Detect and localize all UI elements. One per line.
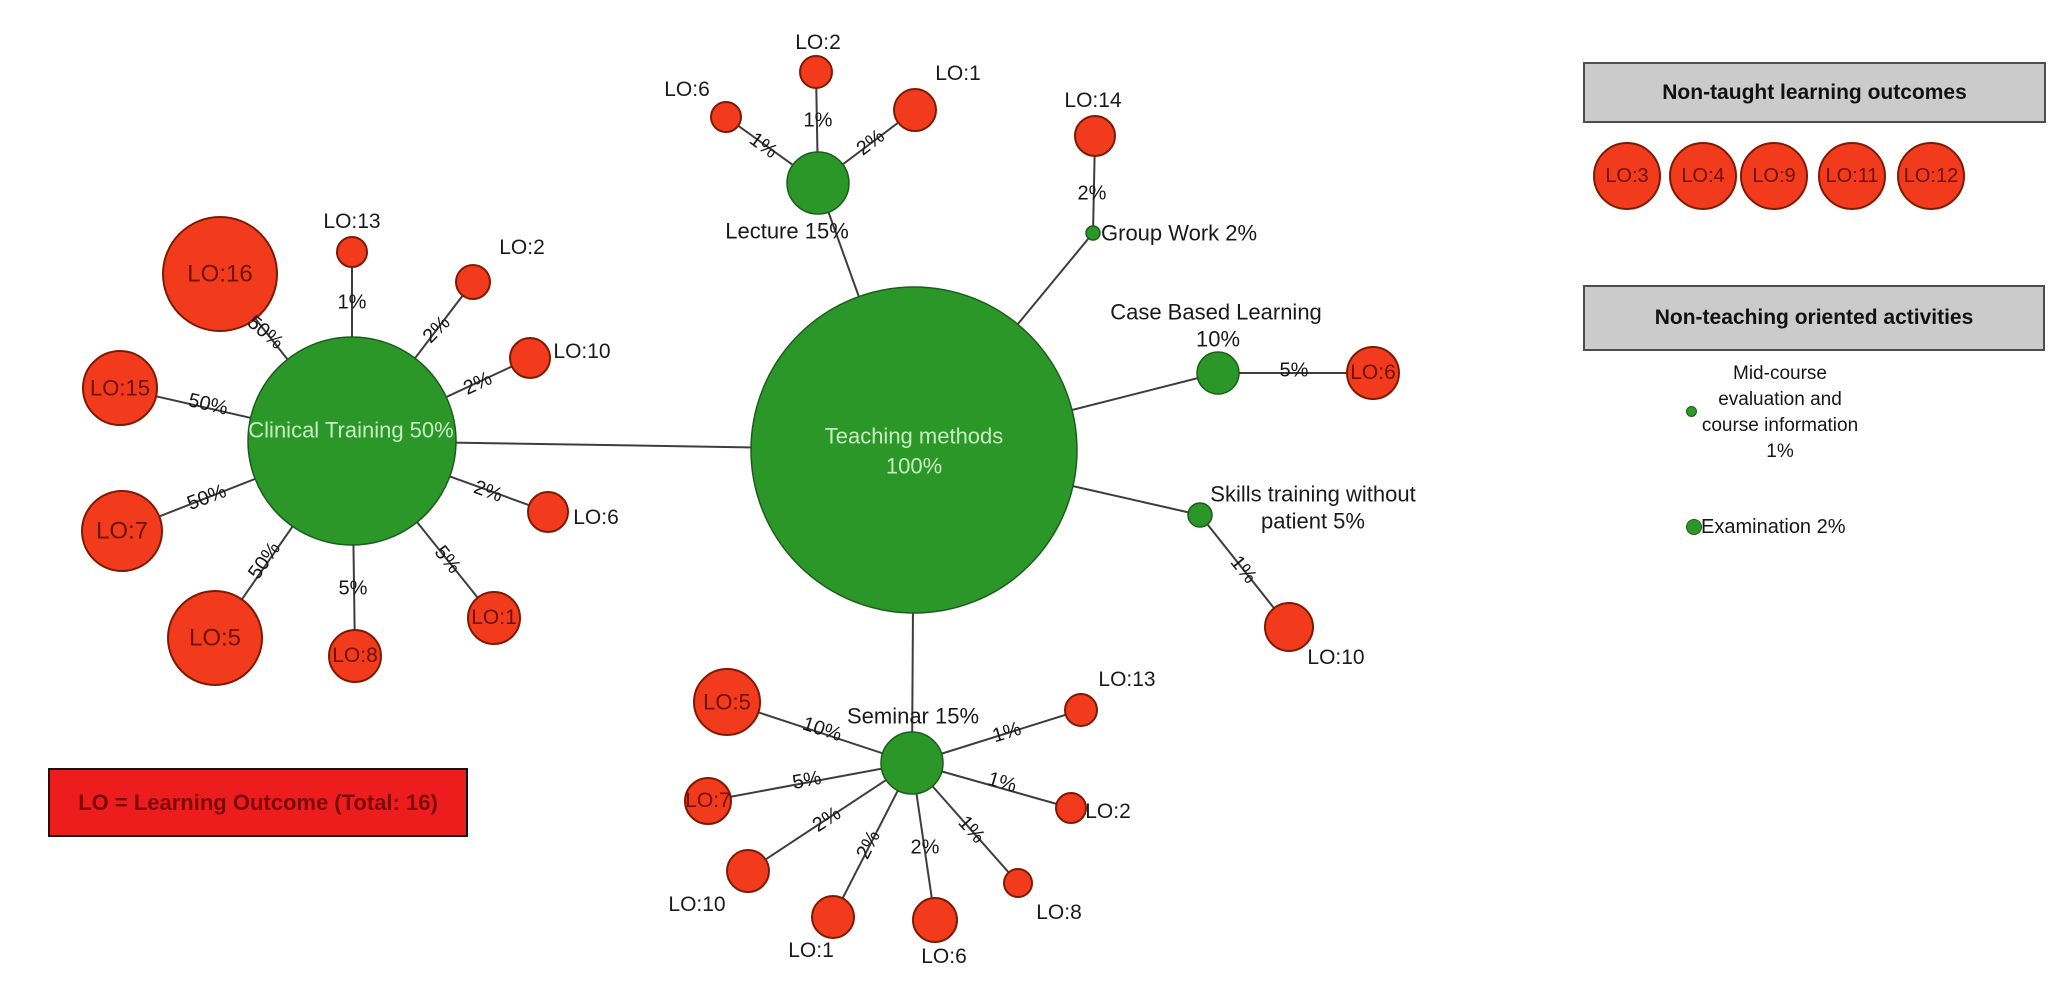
node-l2-circle bbox=[799, 55, 833, 89]
legend-circle-lo9: LO:9 bbox=[1740, 142, 1808, 210]
midcourse-evaluation-item: Mid-course evaluation and course informa… bbox=[1660, 361, 1900, 465]
node-c6-label: LO:6 bbox=[573, 505, 619, 529]
node-clinical-label: Clinical Training 50% bbox=[248, 417, 454, 443]
node-m10-circle bbox=[726, 849, 770, 893]
node-m8-label: LO:8 bbox=[1036, 900, 1082, 924]
legend-lo4-label: LO:4 bbox=[1681, 164, 1725, 187]
node-g14-circle bbox=[1074, 115, 1116, 157]
node-skills-label: Skills training without bbox=[1210, 481, 1416, 507]
legend-circle-lo3: LO:3 bbox=[1593, 142, 1661, 210]
node-lecture-circle bbox=[786, 151, 850, 215]
node-groupwork-label: Group Work 2% bbox=[1101, 220, 1258, 246]
node-g14-label: LO:14 bbox=[1064, 88, 1122, 112]
node-c8-circle bbox=[328, 629, 382, 683]
legend-non-teaching-title: Non-teaching oriented activities bbox=[1654, 306, 1974, 329]
edge-seminar-m7 bbox=[707, 762, 913, 802]
lo-note-text: LO = Learning Outcome (Total: 16) bbox=[78, 789, 438, 815]
node-c7-label: LO:7 bbox=[95, 517, 149, 545]
node-c10-label: LO:10 bbox=[553, 339, 611, 363]
node-s10-circle bbox=[1264, 602, 1314, 652]
node-m5-circle bbox=[693, 668, 761, 736]
legend-non-teaching-box: Non-teaching oriented activities bbox=[1583, 285, 2045, 351]
edge-label-clinical-c8: 5% bbox=[338, 577, 368, 600]
node-m10-label: LO:10 bbox=[668, 892, 726, 916]
node-m1-label: LO:1 bbox=[788, 938, 834, 962]
node-l6-label: LO:6 bbox=[664, 77, 710, 101]
legend-lo9-label: LO:9 bbox=[1752, 164, 1796, 187]
node-cb6-label: LO:6 bbox=[1350, 360, 1396, 384]
node-c8-label: LO:8 bbox=[332, 643, 378, 667]
node-skills-label-2: patient 5% bbox=[1261, 508, 1365, 534]
edge-seminar-m10 bbox=[747, 762, 913, 872]
node-c13-label: LO:13 bbox=[323, 209, 381, 233]
node-lecture-label: Lecture 15% bbox=[725, 218, 849, 244]
node-m13-label: LO:13 bbox=[1098, 667, 1156, 691]
node-cbl-label: Case Based Learning bbox=[1110, 299, 1322, 325]
node-c6-circle bbox=[527, 491, 569, 533]
node-c1-label: LO:1 bbox=[471, 605, 517, 629]
node-m5-label: LO:5 bbox=[703, 689, 751, 715]
node-m6-label: LO:6 bbox=[921, 944, 967, 968]
node-c7-circle bbox=[81, 490, 163, 572]
node-m7-circle bbox=[684, 777, 732, 825]
node-c15-label: LO:15 bbox=[90, 375, 150, 401]
node-c2-circle bbox=[455, 264, 491, 300]
node-l1-circle bbox=[893, 88, 937, 132]
node-s10-label: LO:10 bbox=[1307, 645, 1365, 669]
legend-lo12-label: LO:12 bbox=[1903, 164, 1959, 187]
edge-label-lecture-l2: 1% bbox=[803, 109, 833, 132]
node-c16-label: LO:16 bbox=[187, 260, 253, 288]
node-cbl-label-2: 10% bbox=[1195, 326, 1241, 352]
midcourse-line-2: evaluation and bbox=[1718, 389, 1842, 410]
node-l2-label: LO:2 bbox=[795, 30, 841, 54]
midcourse-line-3: course information bbox=[1701, 415, 1859, 436]
edge-label-seminar-m6: 2% bbox=[910, 836, 940, 859]
node-l1-label: LO:1 bbox=[935, 61, 981, 85]
node-c5-label: LO:5 bbox=[188, 624, 242, 652]
node-c2-label: LO:2 bbox=[499, 235, 545, 259]
node-m7-label: LO:7 bbox=[685, 788, 731, 812]
legend-circle-lo12: LO:12 bbox=[1897, 142, 1965, 210]
node-m13-circle bbox=[1064, 693, 1098, 727]
examination-dot-icon bbox=[1686, 519, 1702, 535]
examination-item: Examination 2% bbox=[1701, 516, 1846, 538]
node-c1-circle bbox=[467, 591, 521, 645]
node-l6-circle bbox=[710, 101, 742, 133]
edge-label-clinical-c13: 1% bbox=[337, 291, 367, 314]
node-teaching-label-2: 100% bbox=[885, 453, 943, 479]
node-clinical-circle bbox=[247, 336, 457, 546]
lo-note-box: LO = Learning Outcome (Total: 16) bbox=[48, 768, 468, 837]
node-groupwork-circle bbox=[1085, 225, 1101, 241]
node-cb6-circle bbox=[1346, 346, 1400, 400]
midcourse-line-4: 1% bbox=[1766, 441, 1794, 462]
legend-lo3-label: LO:3 bbox=[1605, 164, 1649, 187]
legend-circle-lo4: LO:4 bbox=[1669, 142, 1737, 210]
node-m1-circle bbox=[811, 895, 855, 939]
node-m8-circle bbox=[1003, 868, 1033, 898]
node-seminar-circle bbox=[880, 731, 944, 795]
node-c10-circle bbox=[509, 337, 551, 379]
edge-label-groupwork-g14: 2% bbox=[1077, 182, 1107, 205]
node-teaching-label: Teaching methods bbox=[824, 423, 1004, 449]
midcourse-dot-icon bbox=[1686, 406, 1697, 417]
legend-non-taught-box: Non-taught learning outcomes bbox=[1583, 62, 2046, 123]
node-c5-circle bbox=[167, 590, 263, 686]
node-c13-circle bbox=[336, 236, 368, 268]
node-c15-circle bbox=[82, 350, 158, 426]
node-teaching-circle bbox=[750, 286, 1078, 614]
legend-non-taught-title: Non-taught learning outcomes bbox=[1662, 80, 1967, 104]
node-m2-label: LO:2 bbox=[1085, 799, 1131, 823]
node-m6-circle bbox=[912, 897, 958, 943]
node-cbl-circle bbox=[1196, 351, 1240, 395]
legend-circle-lo11: LO:11 bbox=[1818, 142, 1886, 210]
node-skills-circle bbox=[1187, 502, 1213, 528]
edge-label-cbl-cb6: 5% bbox=[1279, 359, 1309, 382]
node-seminar-label: Seminar 15% bbox=[846, 703, 980, 729]
node-m2-circle bbox=[1055, 792, 1087, 824]
legend-lo11-label: LO:11 bbox=[1825, 164, 1879, 187]
node-c16-circle bbox=[162, 216, 278, 332]
midcourse-line-1: Mid-course bbox=[1733, 363, 1827, 384]
